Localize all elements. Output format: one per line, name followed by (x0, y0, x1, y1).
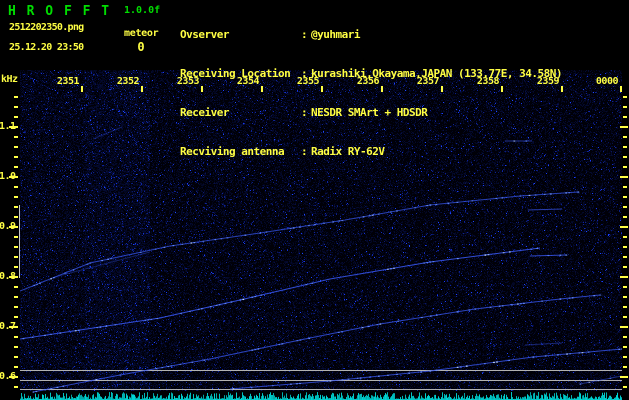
freq-major-tick-left (9, 176, 18, 178)
station-info: Ovserver: @yuhmari Receiving Location: kur… (180, 2, 563, 184)
freq-minor-tick-left (14, 116, 18, 118)
colon: : (301, 67, 308, 80)
freq-major-tick-left (9, 126, 18, 128)
meteor-count-label: meteor (124, 28, 159, 39)
freq-minor-tick-right (623, 156, 627, 158)
freq-minor-tick-right (623, 166, 627, 168)
info-value: Radix RY-62V (311, 145, 385, 158)
info-row-location: Receiving Location: kurashiki,Okayama,JAP… (180, 67, 563, 80)
freq-minor-tick-left (14, 336, 18, 338)
info-row-observer: Ovserver: @yuhmari (180, 28, 562, 41)
app-title: H R O F F T (8, 4, 111, 19)
freq-major-tick-left (9, 276, 18, 278)
calibration-bar (19, 205, 20, 278)
freq-minor-tick-left (14, 166, 18, 168)
freq-minor-tick-left (14, 96, 18, 98)
info-row-antenna: Recviving antenna: Radix RY-62V (180, 145, 562, 158)
capture-filename: 2512202350.png (9, 22, 84, 33)
freq-minor-tick-left (14, 366, 18, 368)
freq-minor-tick-left (14, 296, 18, 298)
info-label: Ovserver (180, 28, 229, 41)
info-value: kurashiki,Okayama,JAPAN (133.77E, 34.58N… (311, 67, 563, 80)
freq-major-tick-left (9, 326, 18, 328)
freq-minor-tick-left (14, 266, 18, 268)
info-label: Recviving antenna (180, 145, 285, 158)
freq-minor-tick-left (14, 306, 18, 308)
freq-minor-tick-left (14, 346, 18, 348)
freq-minor-tick-right (623, 146, 627, 148)
freq-minor-tick-right (623, 366, 627, 368)
freq-minor-tick-left (14, 196, 18, 198)
freq-minor-tick-left (14, 216, 18, 218)
app-version: 1.0.0f (124, 5, 161, 16)
freq-minor-tick-right (623, 186, 627, 188)
freq-axis-label: 0.8 (0, 271, 16, 282)
freq-minor-tick-right (623, 356, 627, 358)
freq-major-tick-left (9, 226, 18, 228)
freq-minor-tick-right (623, 346, 627, 348)
freq-minor-tick-right (623, 116, 627, 118)
freq-minor-tick-right (623, 96, 627, 98)
freq-axis-unit-label: kHz (1, 74, 18, 85)
freq-minor-tick-right (623, 206, 627, 208)
freq-minor-tick-right (623, 266, 627, 268)
info-row-receiver: Receiver: NESDR SMArt + HDSDR (180, 106, 562, 119)
info-label: Receiver (180, 106, 229, 119)
freq-minor-tick-left (14, 156, 18, 158)
spectrogram-canvas (20, 70, 622, 400)
freq-minor-tick-right (623, 246, 627, 248)
freq-minor-tick-left (14, 206, 18, 208)
freq-axis-label: 1.1 (0, 121, 16, 132)
info-value: NESDR SMArt + HDSDR (311, 106, 428, 119)
capture-datetime: 25.12.20 23:50 (9, 42, 84, 53)
freq-axis-label: 0.6 (0, 371, 16, 382)
freq-minor-tick-right (623, 336, 627, 338)
colon: : (301, 106, 308, 119)
freq-minor-tick-left (14, 256, 18, 258)
freq-minor-tick-right (623, 286, 627, 288)
freq-minor-tick-right (623, 196, 627, 198)
freq-minor-tick-left (14, 316, 18, 318)
freq-minor-tick-right (623, 256, 627, 258)
freq-minor-tick-left (14, 106, 18, 108)
freq-minor-tick-right (623, 316, 627, 318)
meteor-count-value: 0 (137, 40, 145, 54)
freq-minor-tick-right (623, 306, 627, 308)
freq-minor-tick-right (623, 236, 627, 238)
freq-minor-tick-left (14, 186, 18, 188)
freq-minor-tick-left (14, 246, 18, 248)
freq-minor-tick-left (14, 386, 18, 388)
freq-minor-tick-left (14, 236, 18, 238)
freq-minor-tick-left (14, 356, 18, 358)
freq-minor-tick-right (623, 136, 627, 138)
colon: : (301, 145, 308, 158)
freq-minor-tick-left (14, 146, 18, 148)
freq-minor-tick-left (14, 286, 18, 288)
freq-minor-tick-right (623, 216, 627, 218)
freq-minor-tick-right (623, 296, 627, 298)
freq-minor-tick-right (623, 106, 627, 108)
freq-minor-tick-left (14, 136, 18, 138)
freq-axis-label: 0.9 (0, 221, 16, 232)
freq-minor-tick-right (623, 386, 627, 388)
freq-axis-label: 1.0 (0, 171, 16, 182)
info-label: Receiving Location (180, 67, 291, 80)
freq-major-tick-left (9, 376, 18, 378)
info-value: @yuhmari (311, 28, 360, 41)
freq-axis-label: 0.7 (0, 321, 16, 332)
colon: : (301, 28, 308, 41)
